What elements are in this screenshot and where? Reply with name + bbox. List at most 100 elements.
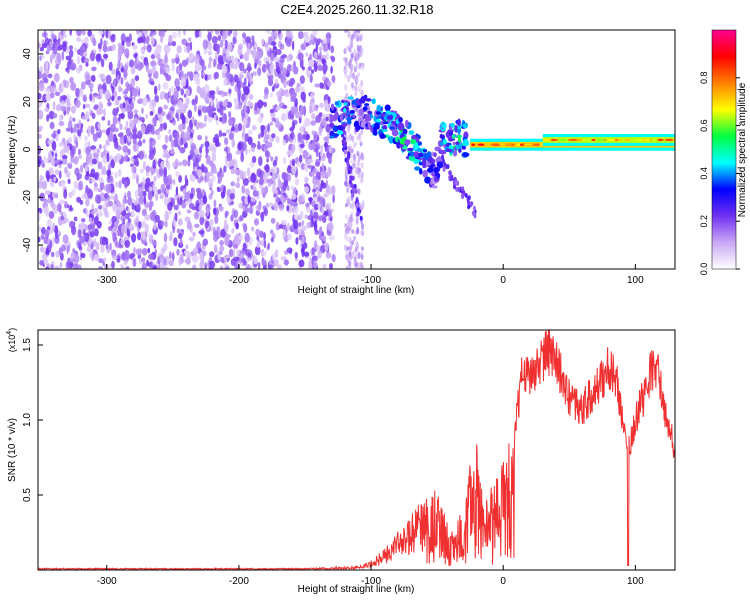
tone-mark: [471, 143, 476, 146]
noise-mark: [224, 137, 229, 146]
noise-mark: [48, 110, 55, 120]
noise-band-mark: [353, 235, 356, 242]
noise-mark: [93, 207, 96, 214]
noise-mark: [135, 248, 142, 256]
noise-mark: [307, 158, 314, 164]
noise-mark: [233, 74, 239, 83]
noise-band-mark: [356, 242, 359, 250]
branch-mark: [453, 184, 456, 190]
snr-multiplier: (x104): [6, 328, 17, 352]
noise-mark: [89, 230, 95, 238]
noise-mark: [53, 112, 58, 119]
noise-mark: [233, 30, 238, 37]
noise-mark: [207, 50, 213, 56]
noise-mark: [194, 62, 200, 73]
noise-mark: [224, 237, 231, 246]
noise-mark: [51, 80, 55, 87]
noise-mark: [144, 182, 151, 192]
noise-mark: [189, 41, 193, 51]
noise-mark: [213, 58, 216, 68]
noise-mark: [230, 214, 234, 222]
noise-mark: [198, 210, 205, 218]
snr-x-tick-label: -100: [361, 576, 381, 587]
noise-mark: [320, 179, 324, 187]
noise-band-mark: [350, 82, 354, 88]
noise-mark: [215, 97, 218, 104]
noise-mark: [80, 126, 83, 133]
noise-mark: [54, 169, 60, 175]
noise-mark: [82, 94, 87, 103]
branch-mark: [450, 174, 454, 180]
noise-mark: [261, 38, 264, 46]
noise-mark: [249, 265, 253, 269]
transition-mark: [334, 101, 339, 106]
noise-mark: [194, 30, 199, 39]
noise-mark: [202, 238, 209, 246]
snr-y-tick-label: 0.5: [22, 488, 33, 502]
branch-mark: [467, 195, 471, 201]
branch-mark: [349, 175, 353, 181]
noise-mark: [206, 173, 210, 182]
noise-mark: [125, 127, 131, 137]
noise-mark: [111, 44, 116, 51]
noise-mark: [328, 155, 332, 165]
noise-band-mark: [355, 217, 359, 225]
noise-mark: [235, 150, 241, 155]
noise-mark: [317, 64, 323, 72]
noise-mark: [158, 45, 162, 54]
noise-mark: [211, 153, 217, 162]
noise-mark: [330, 45, 335, 54]
noise-mark: [178, 256, 182, 267]
noise-mark: [237, 104, 242, 110]
noise-mark: [292, 121, 296, 129]
noise-mark: [91, 223, 95, 232]
noise-mark: [62, 30, 66, 35]
branch-mark: [357, 207, 360, 213]
noise-mark: [70, 126, 73, 134]
noise-mark: [127, 110, 134, 120]
noise-mark: [192, 247, 199, 254]
noise-mark: [90, 168, 96, 177]
noise-mark: [134, 75, 140, 82]
noise-mark: [299, 105, 305, 116]
noise-mark: [185, 244, 189, 249]
transition-mark: [367, 110, 373, 115]
noise-mark: [301, 66, 305, 71]
branch-mark: [441, 158, 445, 164]
branch-mark: [455, 180, 459, 186]
noise-mark: [191, 99, 196, 106]
noise-mark: [256, 196, 260, 200]
noise-mark: [134, 189, 139, 199]
transition-mark: [408, 130, 415, 135]
snr-y-tick-label: 1.0: [22, 413, 33, 427]
noise-mark: [51, 53, 56, 60]
noise-mark: [146, 124, 150, 133]
noise-mark: [242, 117, 248, 126]
noise-mark: [106, 152, 110, 163]
noise-mark: [98, 204, 103, 210]
noise-mark: [172, 161, 176, 168]
noise-mark: [41, 39, 45, 44]
noise-mark: [235, 233, 239, 239]
noise-mark: [168, 128, 172, 135]
noise-mark: [77, 129, 82, 137]
noise-mark: [187, 160, 191, 167]
spectrogram-y-ticks: -40 -20 0 20 40: [22, 48, 43, 252]
noise-mark: [169, 230, 173, 240]
noise-mark: [102, 260, 105, 267]
noise-mark: [194, 148, 199, 155]
noise-mark: [270, 74, 274, 80]
noise-mark: [47, 73, 53, 79]
noise-mark: [251, 50, 258, 59]
noise-mark: [127, 148, 131, 155]
noise-band-mark: [348, 222, 352, 228]
noise-mark: [82, 115, 87, 121]
noise-band-mark: [343, 57, 347, 62]
noise-mark: [224, 224, 229, 233]
noise-mark: [79, 199, 84, 205]
noise-mark: [315, 115, 321, 124]
noise-mark: [38, 83, 45, 92]
noise-mark: [249, 80, 254, 86]
noise-mark: [46, 114, 50, 122]
noise-mark: [311, 247, 315, 256]
